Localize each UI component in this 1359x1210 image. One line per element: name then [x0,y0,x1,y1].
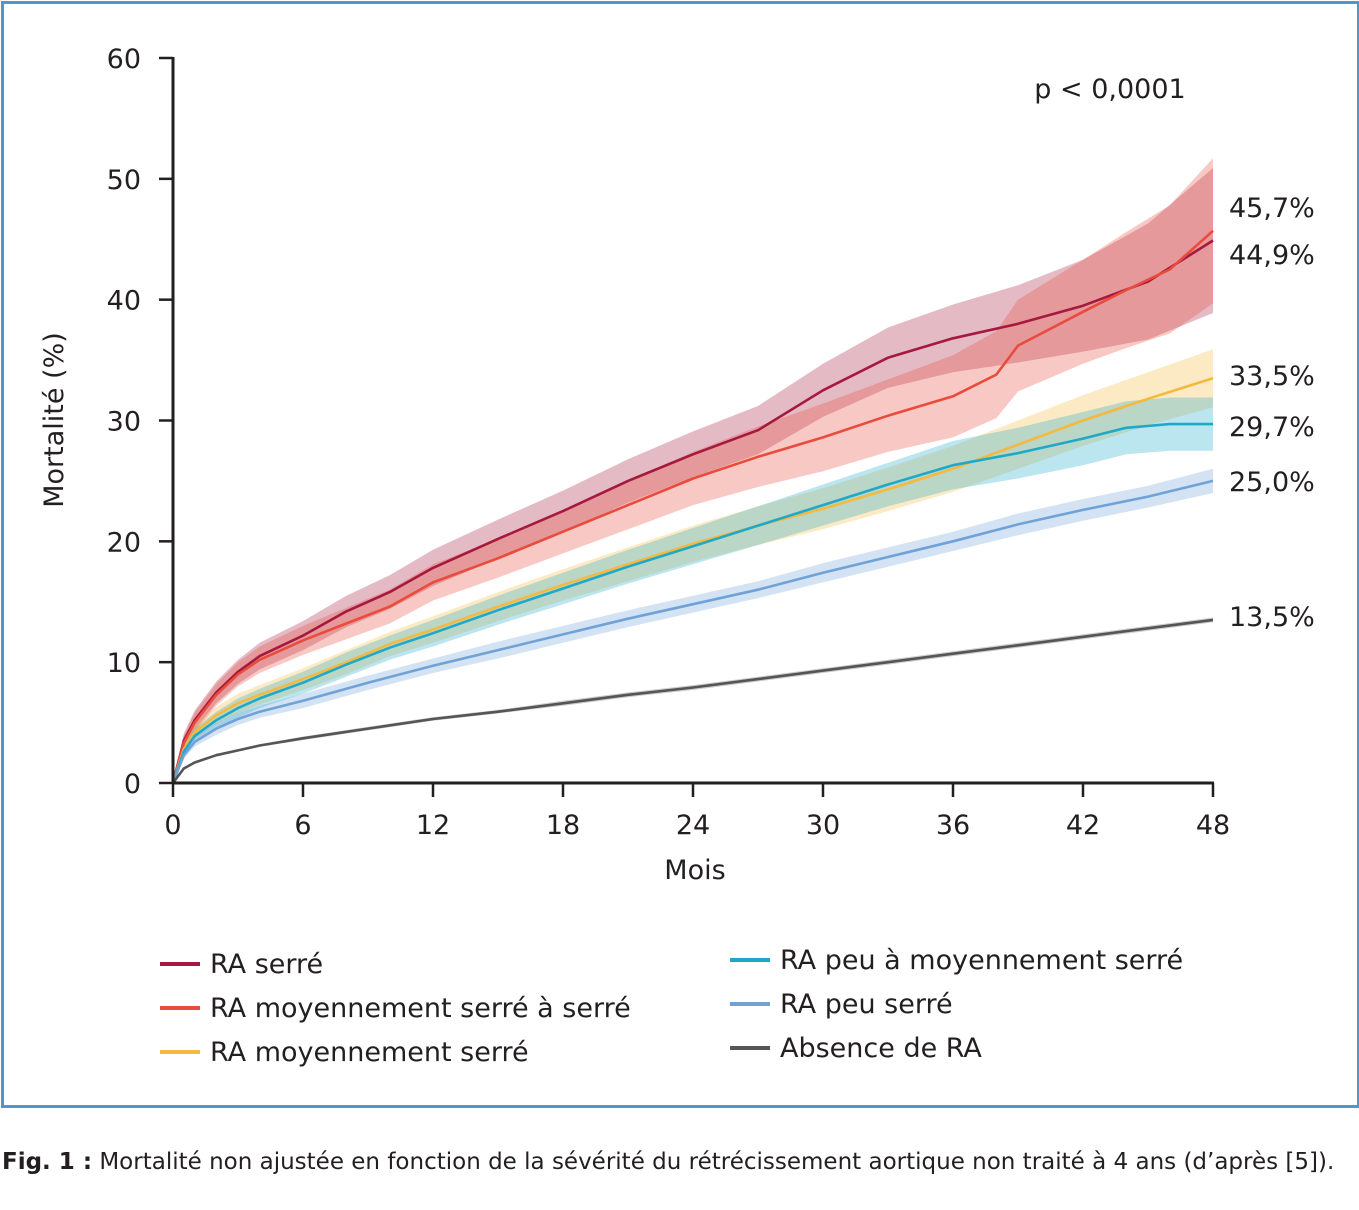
series-line-1 [171,239,1214,784]
series-line-2 [171,229,1214,784]
mortality-chart: 0 10 20 30 40 50 60 0 6 12 18 24 30 36 42 48 Mortalité … [39,44,1315,1068]
y-tick-label: 10 [107,648,141,679]
end-labels: 45,7% 44,9% 33,5% 29,7% 25,0% 13,5% [1229,193,1315,633]
axes [159,56,1215,797]
y-tick-label: 20 [107,527,141,558]
end-label: 45,7% [1229,193,1315,224]
x-axis-label: Mois [664,855,725,886]
ci-band-5 [173,468,1213,783]
x-tick-label: 36 [936,810,970,841]
legend-label-3: RA moyennement serré [210,1037,529,1068]
y-tick-label: 30 [107,407,141,438]
end-label: 13,5% [1229,602,1315,633]
series-line-3 [171,376,1214,784]
y-tick-label: 40 [107,286,141,317]
series-line-4 [171,422,1213,784]
ci-band-1 [173,168,1213,783]
y-tick-label: 60 [107,44,141,75]
caption-label: Fig. 1 : [2,1149,93,1175]
x-tick-label: 12 [416,810,450,841]
confidence-bands [173,158,1213,784]
legend-label-1: RA serré [210,949,323,980]
x-tick-label: 18 [546,810,580,841]
series-line-6 [171,618,1214,784]
ci-band-4 [173,397,1213,783]
caption-text: Mortalité non ajustée en fonction de la … [99,1149,1335,1175]
legend-label-6: Absence de RA [780,1033,982,1064]
end-label: 25,0% [1229,467,1315,498]
tick-labels: 0 10 20 30 40 50 60 0 6 12 18 24 30 36 42 48 [107,44,1231,841]
figure-frame [1,1,1359,1108]
end-label: 44,9% [1229,240,1315,271]
legend-label-5: RA peu serré [780,989,953,1020]
x-tick-label: 48 [1196,810,1230,841]
end-label: 29,7% [1229,412,1315,443]
series-line-5 [171,479,1214,784]
x-tick-label: 6 [294,810,311,841]
series-lines [171,229,1214,784]
end-label: 33,5% [1229,361,1315,392]
y-axis-label: Mortalité (%) [39,332,70,508]
figure-caption: Fig. 1 : Mortalité non ajustée en foncti… [2,1145,1354,1179]
x-tick-label: 24 [676,810,710,841]
legend-label-4: RA peu à moyennement serré [780,945,1183,976]
x-tick-label: 0 [164,810,181,841]
y-tick-label: 0 [124,769,141,800]
legend-label-2: RA moyennement serré à serré [210,993,631,1024]
x-tick-label: 42 [1066,810,1100,841]
ci-band-2 [173,158,1213,784]
p-value-annotation: p < 0,0001 [1034,74,1185,105]
y-tick-label: 50 [107,165,141,196]
x-tick-label: 30 [806,810,840,841]
ci-band-3 [173,349,1213,783]
legend: RA serré RA moyennement serré à serré RA m… [160,945,1183,1068]
